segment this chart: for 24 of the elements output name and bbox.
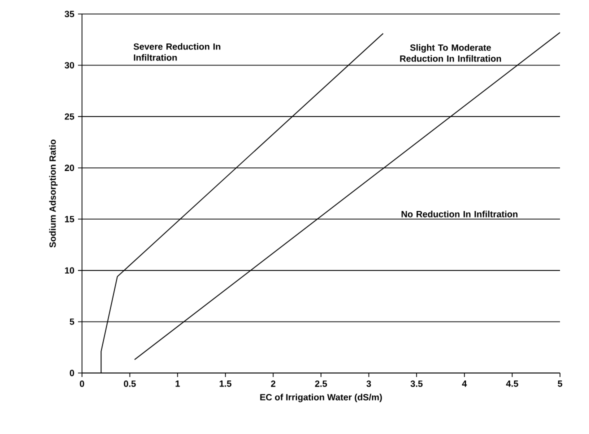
y-tick-label: 25 (64, 113, 74, 120)
x-tick-label: 4 (462, 380, 467, 387)
x-tick-label: 5 (558, 380, 562, 387)
x-tick-label: 3.5 (410, 380, 423, 387)
x-tick-label: 0.5 (124, 380, 136, 387)
x-tick-label: 1.5 (220, 380, 232, 387)
x-tick-label: 4.5 (506, 380, 518, 387)
x-tick-label: 1 (176, 380, 180, 387)
annotation: No Reduction In Infiltration (402, 210, 518, 218)
x-tick-label: 2 (271, 380, 276, 387)
y-axis-title: Sodium Adsorption Ratio (49, 140, 58, 248)
y-tick-label: 5 (70, 318, 74, 325)
x-tick-label: 3 (366, 380, 371, 387)
y-tick-label: 0 (70, 370, 74, 376)
y-tick-label: 20 (64, 164, 74, 172)
x-tick-label: 2.5 (315, 380, 328, 387)
x-tick-label: 0 (80, 380, 84, 387)
annotation: Slight To Moderate Reduction In Infiltration (400, 44, 501, 62)
y-tick-label: 10 (65, 267, 74, 274)
y-tick-label: 30 (64, 62, 74, 68)
y-tick-label: 35 (64, 10, 74, 18)
annotation: Severe Reduction In Infiltration (134, 43, 220, 61)
x-axis-title: EC of Irrigation Water (dS/m) (260, 394, 382, 402)
y-tick-label: 15 (65, 216, 74, 222)
